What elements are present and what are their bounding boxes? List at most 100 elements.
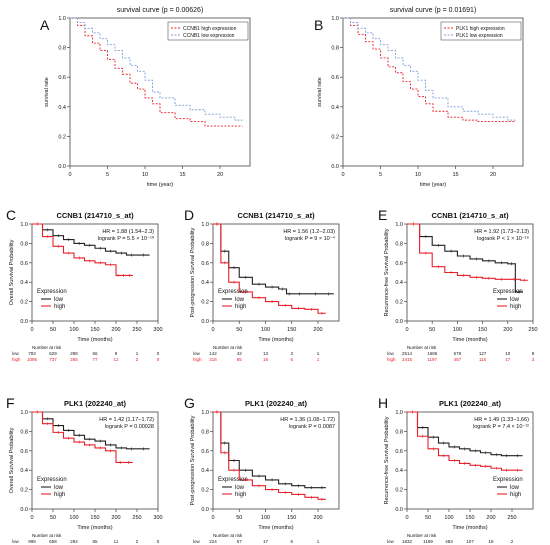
panel-g-ytick-label: 0.6 (201, 449, 209, 455)
panel-d-xtick-label: 50 (236, 327, 242, 333)
panel-h-risk-value: 18 (488, 539, 494, 544)
panel-g-legend-title: Expression (218, 477, 248, 483)
panel-h-xtick-label: 100 (444, 515, 453, 521)
panel-g-legend-label: high (235, 492, 246, 498)
panel-c-risk-value: 77 (92, 357, 98, 362)
panel-g-ytick-label: 0.8 (201, 429, 209, 435)
panel-c-risk-row-label: high (12, 357, 21, 362)
panel-f-risk-value: 658 (49, 539, 57, 544)
panel-g-xlabel: Time (months) (258, 525, 293, 531)
panel-g-ytick-label: 0.2 (201, 488, 209, 494)
panel-e-letter: E (378, 207, 387, 223)
panel-f-ytick-label: 1.0 (20, 410, 28, 416)
panel-e-ytick-label: 0.4 (395, 280, 403, 286)
panel-g-xtick-label: 100 (261, 515, 270, 521)
panel-f-xtick-label: 0 (30, 515, 33, 521)
panel-d-risk-value: 13 (263, 351, 269, 356)
panel-c-risk-value: 1 (136, 351, 139, 356)
panel-e-risk-row-label: high (387, 357, 396, 362)
panel-c-legend-label: low (54, 297, 64, 303)
panel-g-xtick-label: 50 (236, 515, 242, 521)
panel-h-ytick-label: 0.4 (395, 468, 403, 474)
panel-g-ytick-label: 0.0 (201, 507, 209, 513)
panel-c-stat: HR = 1.88 (1.54−2.3) (102, 229, 154, 235)
panel-g-xtick-label: 200 (313, 515, 322, 521)
panel-c-risk-row-label: low (12, 351, 20, 356)
panel-b-title: survival curve (p = 0.01691) (390, 7, 477, 14)
panel-d-risk-value: 42 (237, 351, 243, 356)
panel-e-xtick-label: 50 (429, 327, 435, 333)
panel-g-risk-value: 224 (209, 539, 217, 544)
panel-f-xtick-label: 150 (90, 515, 99, 521)
panel-e-risk-value: 10 (505, 351, 511, 356)
panel-h-risk-value: 1189 (423, 539, 433, 544)
panel-e-xtick-label: 200 (503, 327, 512, 333)
panel-a-series-ccnb1-low-expression (70, 17, 243, 121)
panel-a-xtick-label: 10 (142, 172, 148, 178)
panel-c-risk-value: 288 (70, 351, 78, 356)
panel-d-frame (212, 223, 340, 322)
panel-e-risk-value: 2514 (402, 351, 413, 356)
panel-a-ytick-label: 1.0 (58, 16, 66, 22)
panel-g-risk-value: 17 (263, 539, 269, 544)
panel-e-risk-value: 1197 (427, 357, 437, 362)
panel-g-title: PLK1 (202240_at) (245, 399, 308, 408)
panel-g-risk-row-label: low (193, 539, 201, 544)
panel-d-ytick-label: 1.0 (201, 222, 209, 228)
panel-f-risk-value: 292 (70, 539, 78, 544)
panel-h: H PLK1 (202240_at) 0 50 100 150 200 250 0.0 0.2 0.… (378, 395, 534, 544)
panel-c-xtick-label: 200 (111, 327, 120, 333)
panel-g-frame (212, 411, 340, 510)
panel-d-risk-value: 65 (237, 357, 243, 362)
panel-f-ytick-label: 0.4 (20, 468, 28, 474)
panel-g-risk-value: 57 (237, 539, 243, 544)
panel-d-stat: logrank P = 9 × 10⁻⁴ (285, 235, 336, 242)
panel-e-series-high (407, 223, 528, 281)
panel-b-xtick-label: 5 (379, 172, 382, 178)
panel-a-ytick-label: 0.8 (58, 46, 66, 52)
panel-g-risk-header: Number at risk (213, 533, 243, 538)
panel-c-ytick-label: 0.0 (20, 319, 28, 325)
panel-f-risk-value: 2 (136, 539, 139, 544)
panel-c-xtick-label: 150 (90, 327, 99, 333)
panel-h-ytick-label: 0.8 (395, 429, 403, 435)
panel-g-risk-value: 6 (290, 539, 293, 544)
panel-c-title: CCNB1 (214710_s_at) (56, 211, 134, 220)
panel-c-ylabel: Overall Survival Probability (9, 239, 15, 305)
panel-d-letter: D (184, 207, 194, 223)
panel-d-risk-value: 6 (290, 357, 293, 362)
panel-b-ytick-label: 0.4 (331, 105, 339, 111)
panel-d-ytick-label: 0.0 (201, 319, 209, 325)
panel-f-risk-value: 0 (157, 539, 160, 544)
panel-f-title: PLK1 (202240_at) (64, 399, 127, 408)
panel-h-ytick-label: 1.0 (395, 410, 403, 416)
panel-c-ytick-label: 0.8 (20, 241, 28, 247)
panel-e-xtick-label: 250 (528, 327, 537, 333)
panel-c-ytick-label: 0.2 (20, 300, 28, 306)
panel-f-risk-row-label: low (12, 539, 20, 544)
panel-b-xtick-label: 0 (341, 172, 344, 178)
panel-f-legend-title: Expression (37, 477, 67, 483)
panel-c-risk-value: 1096 (27, 357, 38, 362)
panel-d-risk-value: 1 (317, 357, 320, 362)
panel-c-risk-value: 0 (157, 357, 160, 362)
panel-g-ytick-label: 1.0 (201, 410, 209, 416)
panel-h-legend-title: Expression (493, 477, 523, 483)
panel-a-frame (69, 17, 251, 167)
panel-g-stat: logrank P = 0.0087 (289, 424, 335, 430)
panel-c-stat: logrank P = 5.5 × 10⁻¹⁰ (98, 235, 155, 242)
panel-f-ylabel: Overall Survival Probability (9, 427, 15, 493)
panel-e-risk-value: 1686 (427, 351, 438, 356)
panel-h-title: PLK1 (202240_at) (439, 399, 502, 408)
panel-g-stat: HR = 1.36 (1.08−1.72) (280, 417, 335, 423)
panel-e-xtick-label: 150 (478, 327, 487, 333)
panel-b-letter: B (314, 17, 323, 33)
panel-h-risk-value: 107 (466, 539, 474, 544)
panel-f-ytick-label: 0.2 (20, 488, 28, 494)
panel-b-legend (440, 21, 522, 41)
panel-f-xtick-label: 300 (153, 515, 162, 521)
panel-h-xtick-label: 150 (465, 515, 474, 521)
panel-h-stat: HR = 1.49 (1.33−1.66) (474, 417, 529, 423)
